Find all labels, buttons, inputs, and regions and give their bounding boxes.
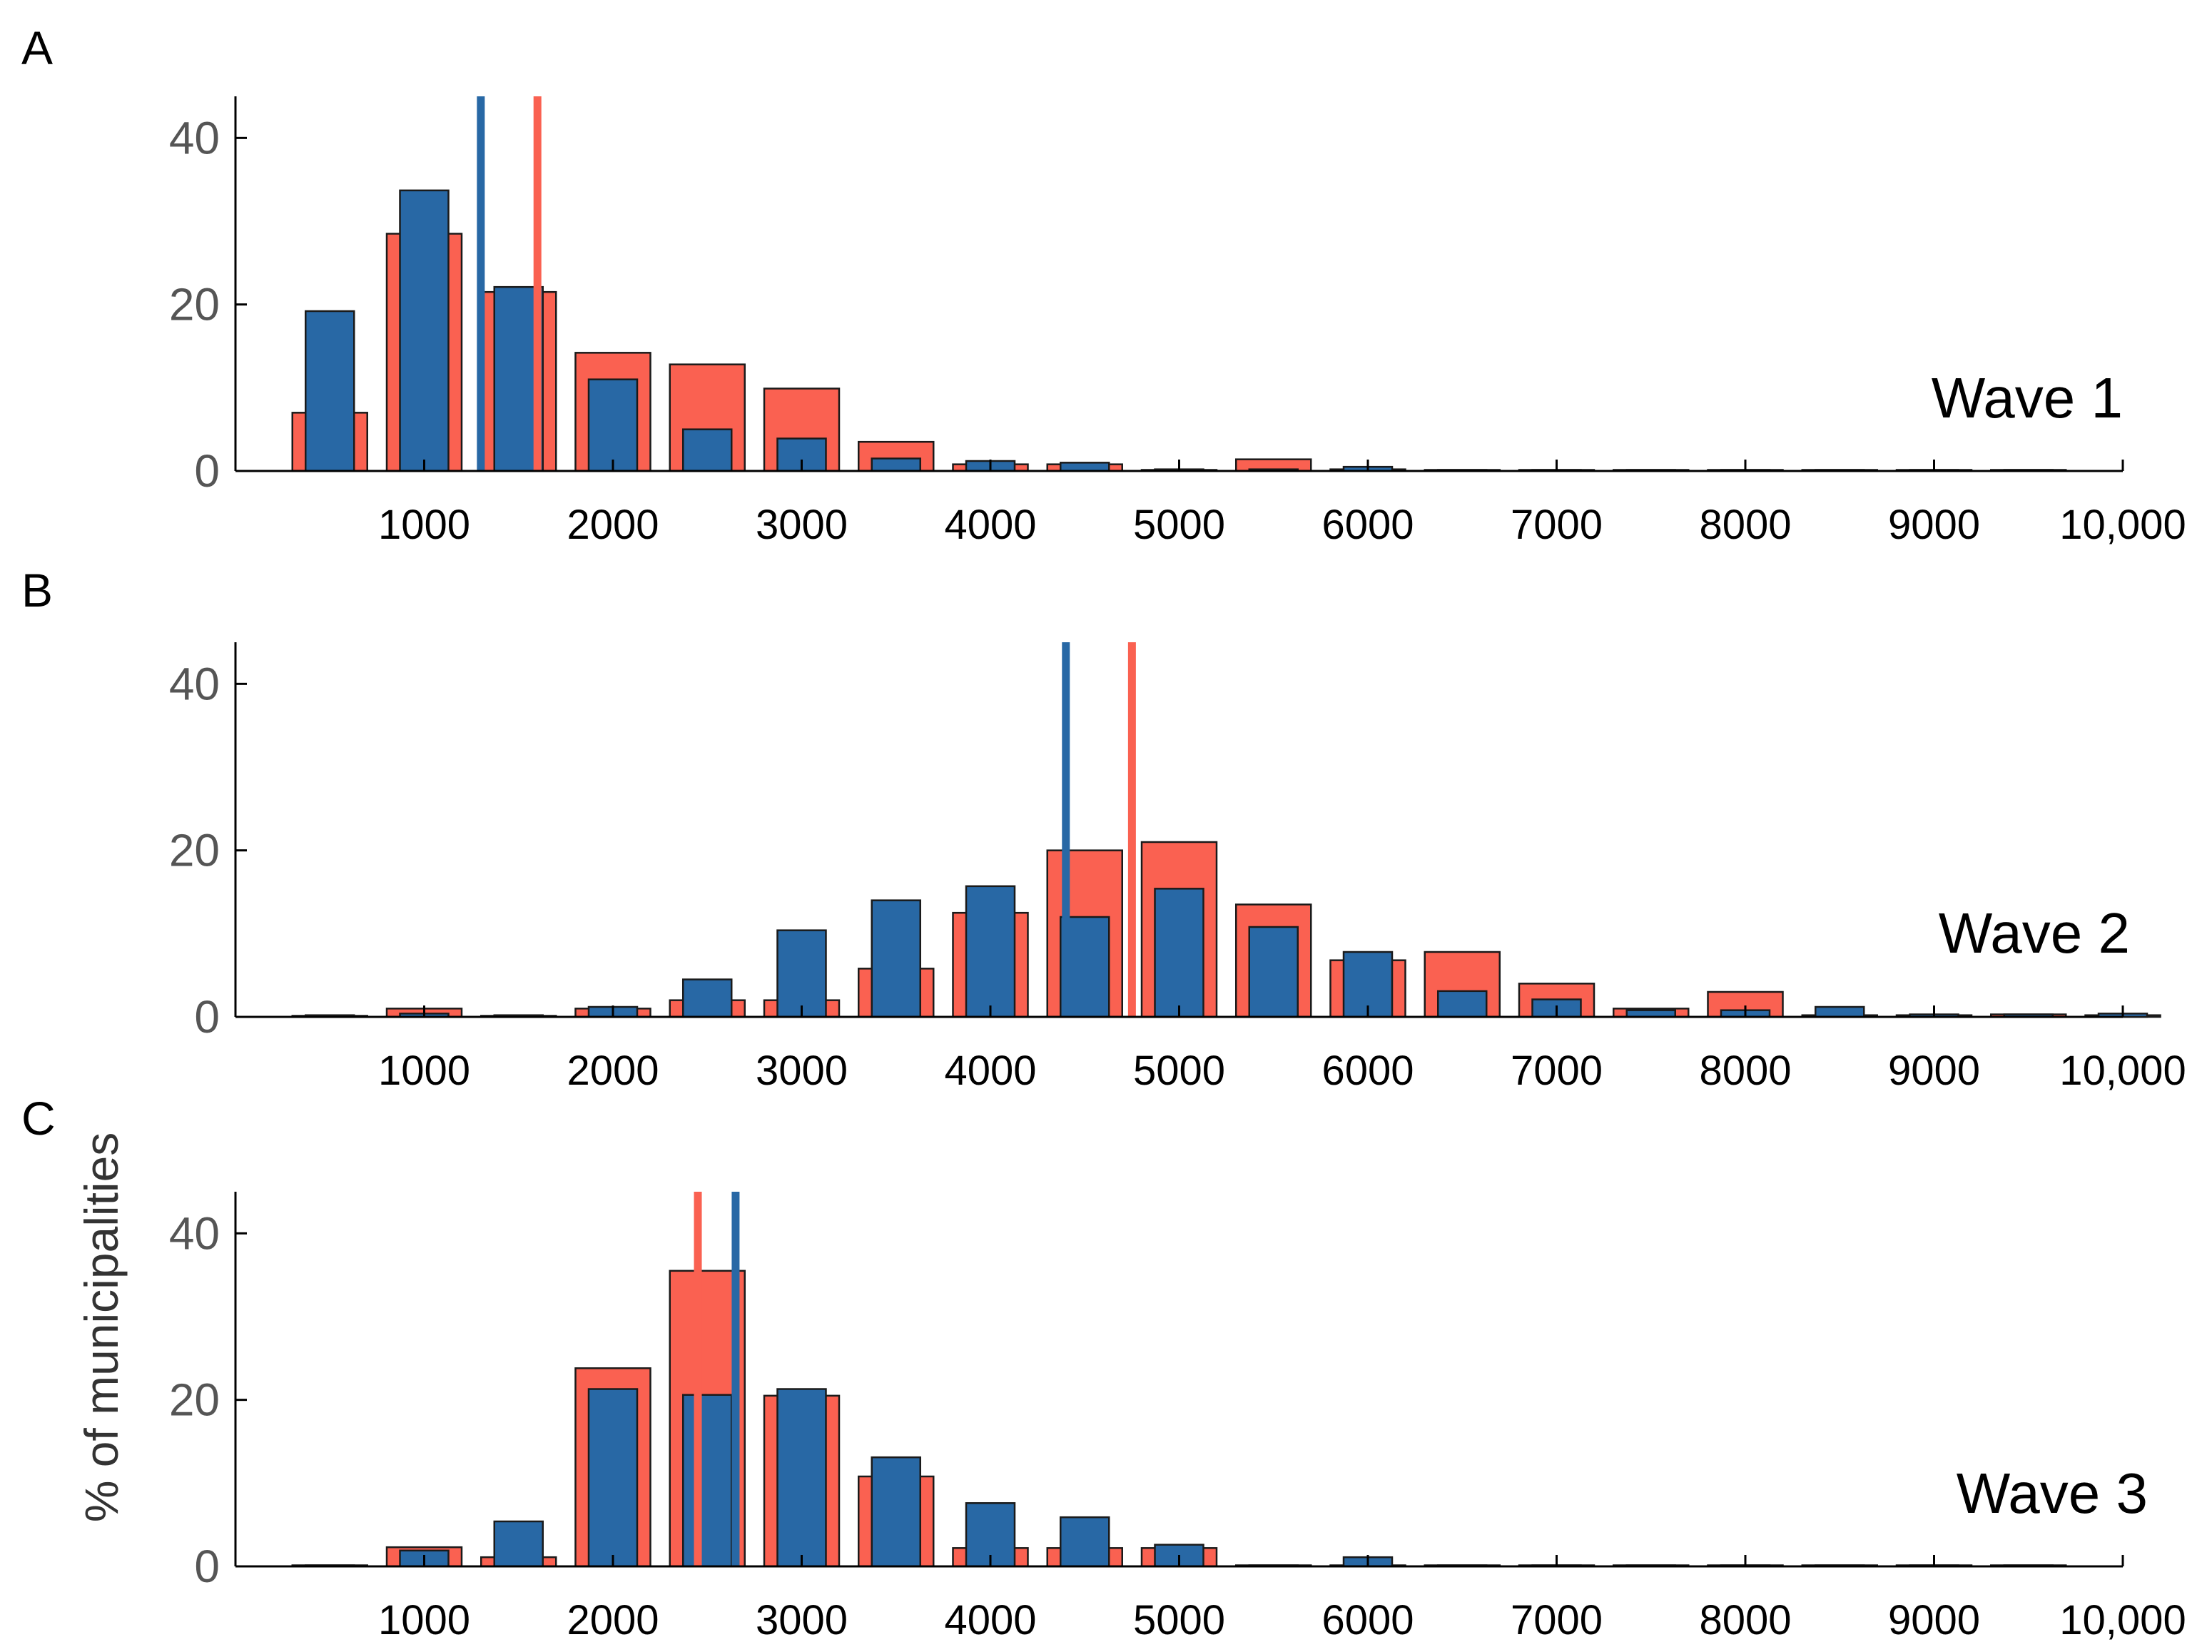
x-tick-label: 9000	[1888, 502, 1980, 548]
blue-bar	[1437, 990, 1488, 1018]
blue-bar	[305, 310, 355, 472]
x-tick-label: 6000	[1321, 1048, 1414, 1094]
x-tick-label: 1000	[378, 1597, 470, 1643]
blue-bar	[1248, 926, 1299, 1018]
x-tick-label: 8000	[1699, 502, 1791, 548]
blue-bar	[965, 885, 1016, 1018]
panel-letter: C	[21, 1092, 56, 1145]
x-tick-label: 5000	[1133, 1597, 1225, 1643]
y-tick-label: 0	[194, 1541, 220, 1592]
blue-bar	[682, 1394, 733, 1568]
x-tick-label: 4000	[944, 502, 1036, 548]
panel-c: C 0 20 40 1000 2000 3000 4000 5000 6000 7000 8000 90…	[21, 1092, 2186, 1643]
blue-bar	[399, 189, 450, 472]
x-tick-label: 7000	[1511, 1048, 1603, 1094]
x-tick-label: 2000	[567, 502, 659, 548]
x-tick-label: 1000	[378, 1048, 470, 1094]
panel-b: B 0 20 40 1000 2000 3000 4000 5000 6000 7000 8000 90…	[21, 564, 2186, 1094]
blue-bar	[1815, 1005, 1865, 1018]
x-tick-label: 10,000	[2059, 1048, 2186, 1094]
y-tick-label: 0	[194, 991, 220, 1043]
wave-label: Wave 2	[1939, 901, 2130, 965]
blue-bar	[776, 929, 827, 1018]
y-tick-label: 40	[169, 658, 220, 709]
x-tick-label: 2000	[567, 1597, 659, 1643]
x-tick-label: 6000	[1321, 502, 1414, 548]
x-tick-label: 3000	[756, 502, 848, 548]
y-tick-label: 20	[169, 825, 220, 876]
blue-bar	[493, 1520, 544, 1568]
y-tick-label: 20	[169, 279, 220, 330]
y-tick-label: 40	[169, 112, 220, 163]
x-tick-label: 10,000	[2059, 502, 2186, 548]
x-tick-label: 4000	[944, 1048, 1036, 1094]
x-tick-label: 1000	[378, 502, 470, 548]
blue-bar	[871, 457, 921, 472]
blue-bar	[682, 978, 733, 1018]
blue-bar	[1154, 888, 1204, 1018]
x-tick-label: 9000	[1888, 1597, 1980, 1643]
blue-bar	[871, 1456, 921, 1568]
blue-bar	[871, 899, 921, 1018]
x-tick-label: 2000	[567, 1048, 659, 1094]
x-tick-label: 4000	[944, 1597, 1036, 1643]
x-tick-label: 5000	[1133, 502, 1225, 548]
x-tick-label: 7000	[1511, 502, 1603, 548]
blue-bar	[587, 1388, 639, 1568]
wave-label: Wave 1	[1932, 366, 2123, 430]
panel-letter: A	[21, 21, 53, 74]
x-tick-label: 7000	[1511, 1597, 1603, 1643]
x-tick-label: 5000	[1133, 1048, 1225, 1094]
y-tick-label: 0	[194, 445, 220, 497]
blue-bar	[1060, 1516, 1110, 1568]
panel-a: A 0 20 40 1000 2000 3000 4000 5000 6000 7000 8000 90…	[21, 21, 2186, 548]
x-tick-label: 3000	[756, 1597, 848, 1643]
blue-bar	[587, 378, 639, 472]
blue-bar	[1060, 462, 1110, 472]
blue-bar	[776, 1388, 827, 1568]
y-axis-label: % of municipalities	[75, 1132, 128, 1523]
x-tick-label: 10,000	[2059, 1597, 2186, 1643]
y-tick-label: 20	[169, 1374, 220, 1426]
panel-letter: B	[21, 564, 53, 617]
y-tick-label: 40	[169, 1207, 220, 1259]
x-tick-label: 3000	[756, 1048, 848, 1094]
wave-label: Wave 3	[1957, 1461, 2148, 1525]
x-tick-label: 8000	[1699, 1597, 1791, 1643]
blue-bar	[682, 428, 733, 472]
x-tick-label: 6000	[1321, 1597, 1414, 1643]
x-tick-label: 9000	[1888, 1048, 1980, 1094]
x-tick-label: 8000	[1699, 1048, 1791, 1094]
